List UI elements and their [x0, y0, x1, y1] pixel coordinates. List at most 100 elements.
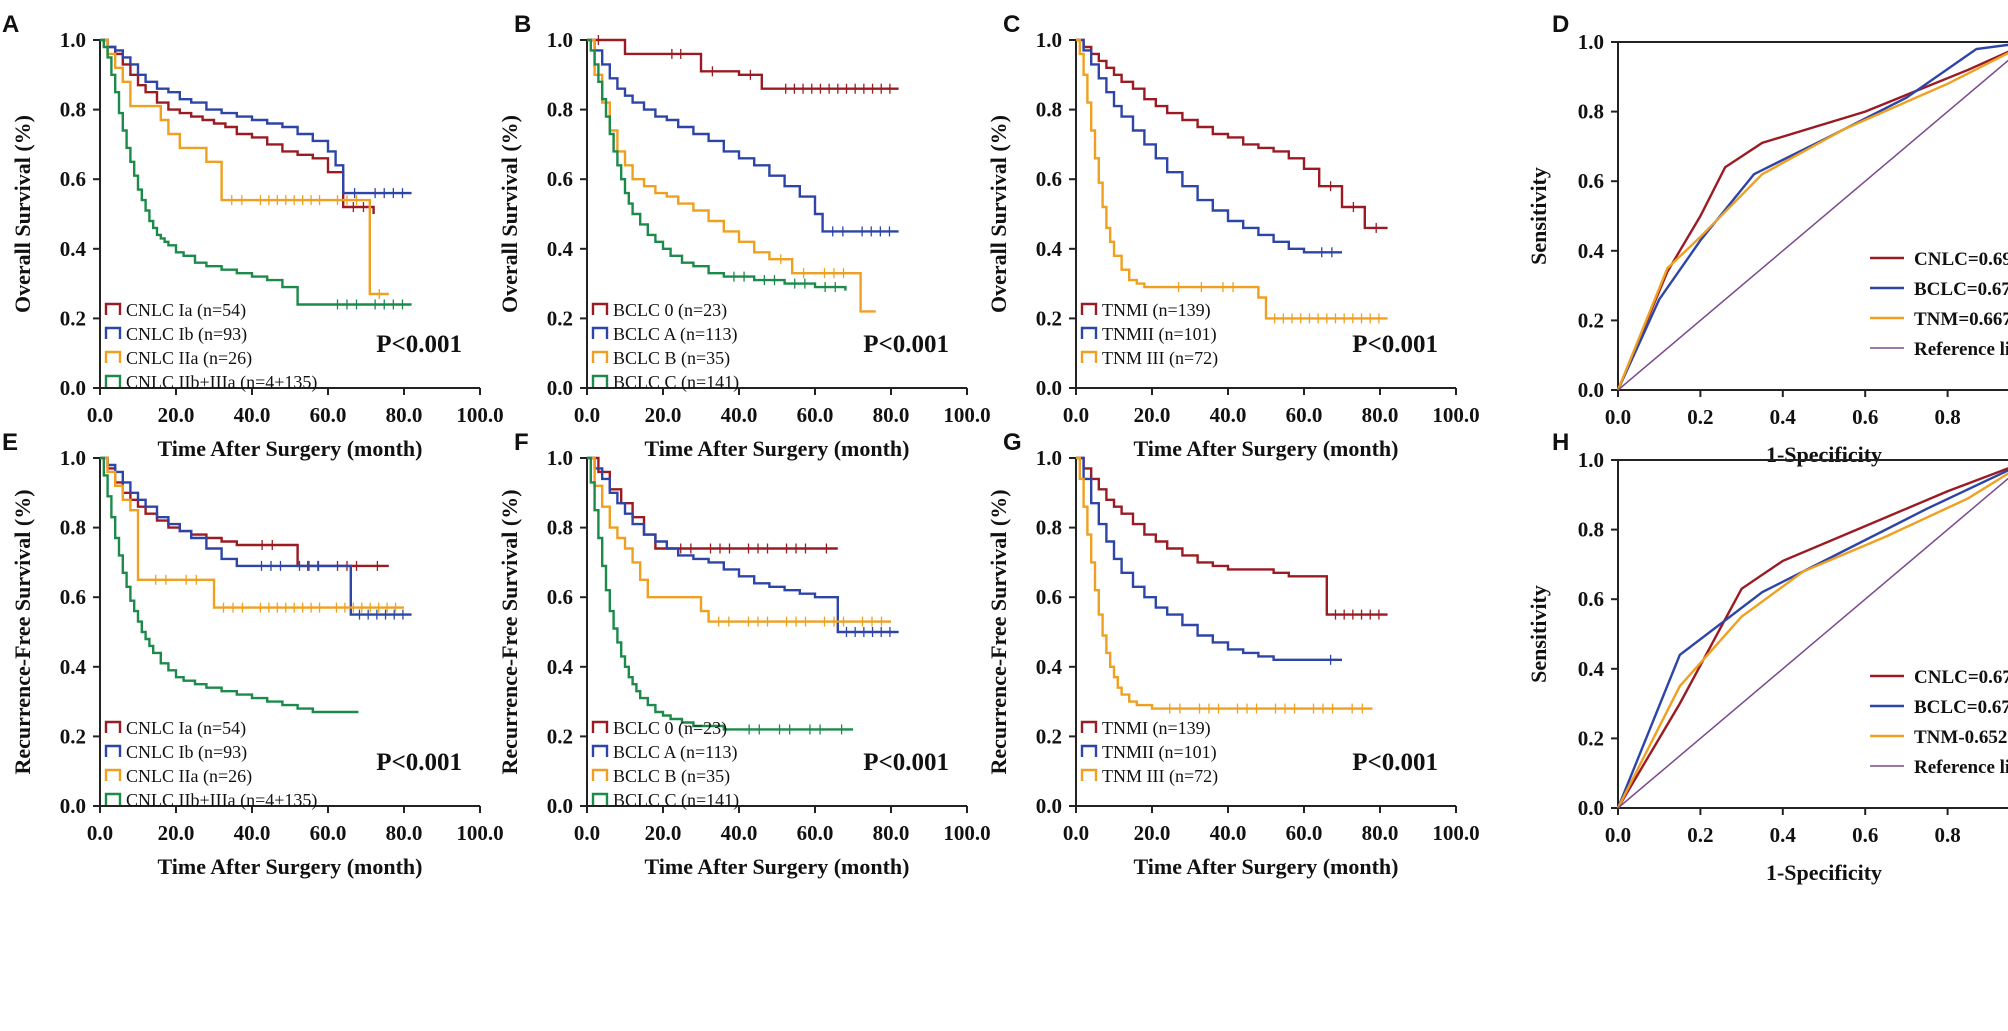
x-tick-label: 0.0 [87, 821, 113, 845]
series-line [587, 38, 876, 313]
x-tick-label: 80.0 [873, 821, 910, 845]
y-tick-label: 1.0 [1578, 448, 1604, 472]
y-tick-label: 0.4 [1036, 237, 1063, 261]
legend-swatch [104, 326, 122, 339]
y-axis-label: Overall Survival (%) [10, 115, 35, 313]
y-tick-label: 0.0 [547, 794, 573, 818]
x-tick-label: 100.0 [1432, 403, 1479, 427]
series-orange [100, 38, 389, 300]
legend-swatch [591, 350, 609, 363]
y-tick-label: 0.6 [1578, 587, 1604, 611]
legend-label: TNMII (n=101) [1102, 324, 1217, 345]
y-tick-label: 0.2 [547, 306, 573, 330]
x-tick-label: 0.6 [1852, 823, 1878, 847]
y-tick-label: 0.6 [547, 167, 573, 191]
x-tick-label: 0.2 [1687, 823, 1713, 847]
legend-label: TNM=0.667 [1914, 309, 2008, 330]
y-tick-label: 0.4 [60, 237, 87, 261]
series-red [1076, 38, 1388, 233]
series-orange [100, 456, 404, 613]
x-axis-label: Time After Surgery (month) [1134, 436, 1399, 461]
series-green [587, 38, 847, 293]
x-tick-label: 20.0 [158, 403, 195, 427]
x-tick-label: 20.0 [645, 403, 682, 427]
legend-label: TNMI (n=139) [1102, 300, 1211, 321]
series-line [100, 38, 412, 306]
series-orange [587, 456, 891, 627]
x-tick-label: 0.0 [87, 403, 113, 427]
series-blue [1616, 469, 2008, 809]
series-red [100, 456, 389, 571]
legend-label: CNLC IIb+IIIa (n=4+135) [126, 790, 317, 811]
legend-swatch [1080, 744, 1098, 757]
x-tick-label: 80.0 [386, 403, 423, 427]
legend-swatch [591, 326, 609, 339]
series-orange [1076, 38, 1388, 324]
y-tick-label: 0.6 [1036, 167, 1062, 191]
series-line [100, 456, 389, 568]
x-tick-label: 0.0 [1605, 823, 1631, 847]
p-value: P<0.001 [863, 331, 949, 358]
x-tick-label: 100.0 [1432, 821, 1479, 845]
series-blue [1616, 43, 2008, 391]
series-line [1617, 59, 2008, 391]
x-axis-label: 1-Specificity [1766, 442, 1882, 467]
panel-g: G 0.0 20.0 40.0 60.0 80.0 100.0 0.0 0.2 0.4 0.6 0.8… [986, 429, 1480, 879]
y-tick-label: 0.0 [60, 794, 86, 818]
panel-letter: F [514, 429, 529, 456]
p-value: P<0.001 [376, 749, 462, 776]
x-tick-label: 0.8 [1934, 823, 1960, 847]
series-blue [1076, 456, 1342, 665]
y-tick-label: 0.6 [547, 585, 573, 609]
y-tick-label: 0.8 [547, 516, 573, 540]
legend-swatch [104, 302, 122, 315]
panel-h: H0.00.20.40.60.81.00.00.20.40.60.81.01-S… [1526, 429, 2008, 885]
legend-label: CNLC Ib (n=93) [126, 324, 247, 345]
series-line [1076, 38, 1388, 230]
series-green [587, 456, 853, 735]
y-tick-label: 0.2 [1578, 726, 1604, 750]
series-line [1076, 38, 1342, 254]
y-axis-label: Sensitivity [1526, 167, 1551, 265]
series-line [1616, 43, 2008, 391]
series-line [100, 38, 375, 214]
x-tick-label: 0.8 [1934, 405, 1960, 429]
panel-letter: H [1552, 429, 1569, 456]
series-line [587, 38, 899, 90]
series-blue [587, 38, 899, 237]
y-tick-label: 1.0 [547, 28, 573, 52]
y-tick-label: 0.2 [60, 724, 86, 748]
y-tick-label: 1.0 [547, 446, 573, 470]
series-line [1076, 456, 1388, 616]
y-tick-label: 0.0 [1578, 796, 1604, 820]
y-axis-label: Overall Survival (%) [497, 115, 522, 313]
series-red [587, 456, 838, 554]
series-red [1076, 456, 1388, 620]
x-tick-label: 80.0 [1362, 821, 1399, 845]
series-orange [1076, 456, 1373, 714]
legend-swatch [1080, 326, 1098, 339]
y-tick-label: 0.6 [60, 585, 86, 609]
series-line [100, 456, 359, 714]
x-axis-label: Time After Surgery (month) [158, 854, 423, 879]
series-line [587, 456, 853, 731]
series-line [1076, 456, 1373, 710]
x-tick-label: 0.0 [1063, 821, 1089, 845]
series-line [587, 456, 891, 623]
y-tick-label: 0.8 [60, 516, 86, 540]
y-axis-label: Recurrence-Free Survival (%) [497, 489, 522, 774]
panel-letter: G [1003, 429, 1022, 456]
x-tick-label: 0.4 [1770, 823, 1797, 847]
legend-swatch [591, 720, 609, 733]
y-tick-label: 0.4 [547, 237, 574, 261]
legend-swatch [104, 350, 122, 363]
legend-label: CNLC Ib (n=93) [126, 742, 247, 763]
y-tick-label: 0.6 [1036, 585, 1062, 609]
series-red [1616, 467, 2008, 809]
series-orange [587, 38, 876, 313]
y-tick-label: 0.8 [1036, 98, 1062, 122]
x-tick-label: 40.0 [721, 821, 758, 845]
legend-swatch [104, 720, 122, 733]
legend-label: BCLC 0 (n=23) [613, 300, 727, 321]
legend-label: Reference line [1914, 339, 2008, 360]
